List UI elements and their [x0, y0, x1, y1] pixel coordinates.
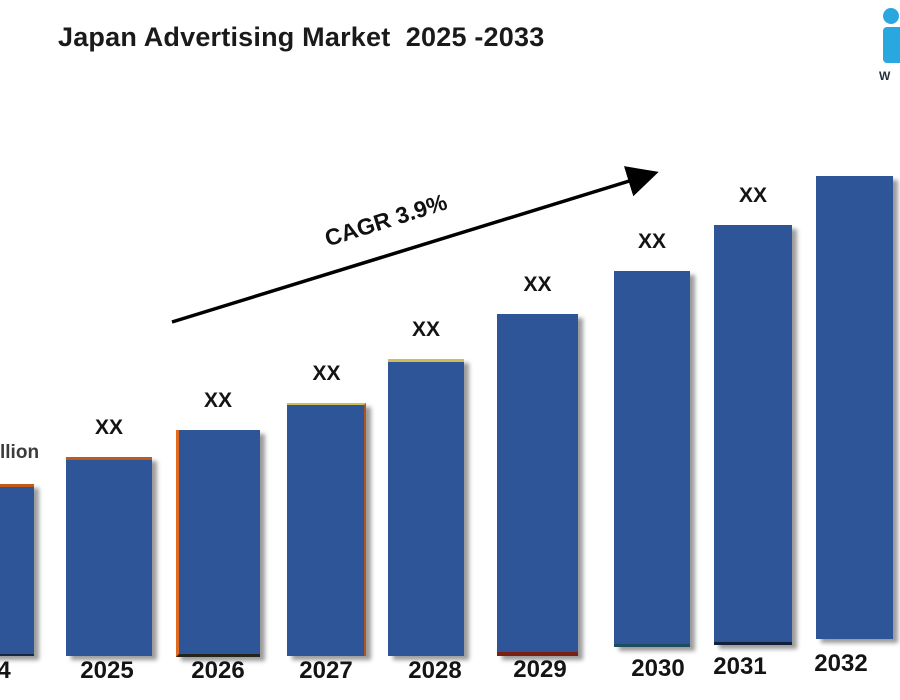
y-axis-unit-label-fragment: llion [0, 442, 40, 463]
bar-2030 [614, 271, 690, 647]
bar-2031 [714, 225, 792, 645]
x-axis-label-2030: 2030 [631, 655, 685, 682]
bar-value-label-2029: XX [523, 273, 552, 296]
x-axis-label-2029: 2029 [513, 656, 567, 683]
logo-bar-icon [883, 27, 900, 63]
bar-value-label-2031: XX [738, 184, 767, 207]
bar-2025 [66, 457, 152, 656]
bar-value-label-2025: XX [94, 416, 123, 439]
bar-value-label-2030: XX [637, 230, 666, 253]
x-axis-label-2026: 2026 [191, 657, 245, 684]
x-axis-label-2027: 2027 [299, 657, 353, 684]
bar-value-label-2027: XX [312, 362, 341, 385]
bar-2028 [388, 359, 464, 656]
bar-2024 [0, 484, 34, 656]
cagr-annotation: CAGR 3.9% [321, 188, 451, 252]
logo-dot-icon [883, 8, 899, 24]
bar-2032 [816, 176, 893, 639]
bar-2027 [287, 403, 366, 656]
x-axis-label-2028: 2028 [408, 657, 462, 684]
bar-2026 [176, 430, 260, 657]
bar-value-label-2026: XX [203, 389, 232, 412]
trend-arrow-line [171, 166, 659, 324]
chart-title: Japan Advertising Market 2025 -2033 [58, 22, 545, 52]
x-axis-label-2024: 4 [0, 657, 11, 684]
bar-2029 [497, 314, 578, 656]
company-logo-fragment: W [879, 8, 900, 83]
x-axis-label-2032: 2032 [814, 650, 868, 677]
x-axis-label-2031: 2031 [713, 653, 767, 680]
logo-text-fragment: W [879, 69, 891, 83]
bar-value-label-2028: XX [411, 318, 440, 341]
x-axis-label-2025: 2025 [80, 657, 134, 684]
